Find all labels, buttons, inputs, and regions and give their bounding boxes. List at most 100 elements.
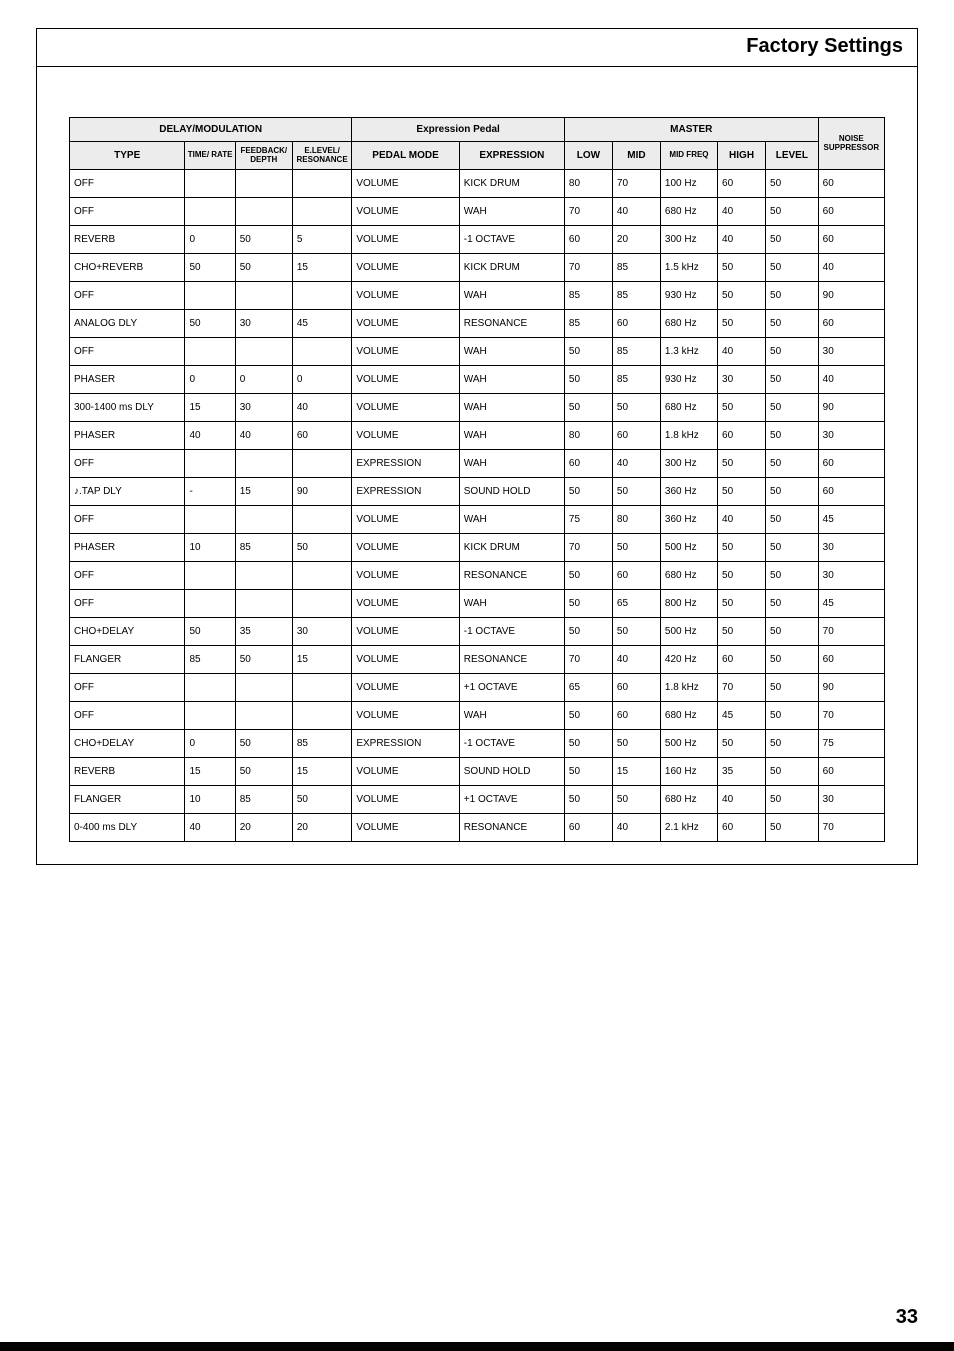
cell-ex: RESONANCE (459, 562, 564, 590)
cell-ns: 60 (818, 450, 884, 478)
cell-type: CHO+DELAY (70, 730, 185, 758)
cell-type: PHASER (70, 534, 185, 562)
cell-mf: 300 Hz (660, 226, 717, 254)
cell-time (185, 674, 235, 702)
settings-table: DELAY/MODULATION Expression Pedal MASTER… (69, 117, 885, 842)
cell-fb (235, 170, 292, 198)
cell-mid: 15 (612, 758, 660, 786)
cell-high: 70 (718, 674, 766, 702)
table-row: 0-400 ms DLY402020VOLUMERESONANCE60402.1… (70, 814, 885, 842)
cell-ns: 60 (818, 226, 884, 254)
cell-lvl: 50 (766, 170, 819, 198)
cell-ns: 75 (818, 730, 884, 758)
table-head: DELAY/MODULATION Expression Pedal MASTER… (70, 118, 885, 170)
cell-low: 50 (564, 478, 612, 506)
cell-ex: SOUND HOLD (459, 478, 564, 506)
cell-el (292, 170, 351, 198)
cell-high: 60 (718, 814, 766, 842)
cell-fb: 50 (235, 254, 292, 282)
cell-low: 80 (564, 422, 612, 450)
cell-ns: 60 (818, 478, 884, 506)
cell-time (185, 506, 235, 534)
cell-mf: 1.5 kHz (660, 254, 717, 282)
cell-lvl: 50 (766, 478, 819, 506)
cell-ex: WAH (459, 282, 564, 310)
cell-el: 15 (292, 646, 351, 674)
cell-time: 15 (185, 758, 235, 786)
cell-mid: 60 (612, 422, 660, 450)
cell-ex: RESONANCE (459, 814, 564, 842)
cell-type: 0-400 ms DLY (70, 814, 185, 842)
cell-low: 50 (564, 702, 612, 730)
cell-fb (235, 674, 292, 702)
cell-ex: WAH (459, 394, 564, 422)
cell-low: 50 (564, 366, 612, 394)
cell-pm: VOLUME (352, 506, 459, 534)
header-band: Factory Settings (37, 29, 917, 67)
cell-mf: 680 Hz (660, 786, 717, 814)
cell-ns: 70 (818, 814, 884, 842)
cell-high: 50 (718, 730, 766, 758)
table-row: CHO+DELAY05085EXPRESSION-1 OCTAVE5050500… (70, 730, 885, 758)
cell-el: 15 (292, 758, 351, 786)
cell-mf: 680 Hz (660, 562, 717, 590)
cell-ex: WAH (459, 422, 564, 450)
cell-low: 80 (564, 170, 612, 198)
col-expression: EXPRESSION (459, 142, 564, 170)
cell-low: 50 (564, 338, 612, 366)
cell-ns: 90 (818, 674, 884, 702)
cell-ex: WAH (459, 338, 564, 366)
cell-type: OFF (70, 282, 185, 310)
cell-mf: 1.8 kHz (660, 674, 717, 702)
table-row: PHASER404060VOLUMEWAH80601.8 kHz605030 (70, 422, 885, 450)
cell-mf: 1.8 kHz (660, 422, 717, 450)
col-mid-freq: MID FREQ (660, 142, 717, 170)
cell-type: OFF (70, 338, 185, 366)
table-row: OFFVOLUMEWAH5065800 Hz505045 (70, 590, 885, 618)
cell-low: 50 (564, 786, 612, 814)
cell-fb (235, 590, 292, 618)
cell-pm: VOLUME (352, 534, 459, 562)
cell-low: 75 (564, 506, 612, 534)
col-type: TYPE (70, 142, 185, 170)
cell-time: 50 (185, 254, 235, 282)
cell-lvl: 50 (766, 534, 819, 562)
cell-mf: 680 Hz (660, 310, 717, 338)
cell-type: OFF (70, 674, 185, 702)
cell-el: 50 (292, 534, 351, 562)
col-elevel-resonance: E.LEVEL/ RESONANCE (292, 142, 351, 170)
cell-ex: SOUND HOLD (459, 758, 564, 786)
col-time-rate: TIME/ RATE (185, 142, 235, 170)
table-row: OFFVOLUMEWAH50851.3 kHz405030 (70, 338, 885, 366)
table-row: REVERB0505VOLUME-1 OCTAVE6020300 Hz40506… (70, 226, 885, 254)
cell-lvl: 50 (766, 226, 819, 254)
cell-mf: 800 Hz (660, 590, 717, 618)
cell-high: 30 (718, 366, 766, 394)
cell-fb: 50 (235, 730, 292, 758)
cell-pm: VOLUME (352, 562, 459, 590)
cell-ns: 60 (818, 758, 884, 786)
cell-pm: VOLUME (352, 422, 459, 450)
cell-high: 35 (718, 758, 766, 786)
cell-type: PHASER (70, 366, 185, 394)
cell-ex: +1 OCTAVE (459, 674, 564, 702)
cell-type: CHO+DELAY (70, 618, 185, 646)
cell-el: 5 (292, 226, 351, 254)
cell-low: 50 (564, 562, 612, 590)
cell-lvl: 50 (766, 198, 819, 226)
table-row: FLANGER855015VOLUMERESONANCE7040420 Hz60… (70, 646, 885, 674)
section-delay-mod: DELAY/MODULATION (70, 118, 352, 142)
cell-mid: 70 (612, 170, 660, 198)
cell-mf: 500 Hz (660, 534, 717, 562)
cell-high: 40 (718, 226, 766, 254)
cell-mid: 50 (612, 618, 660, 646)
cell-pm: VOLUME (352, 394, 459, 422)
cell-mid: 40 (612, 814, 660, 842)
cell-mid: 85 (612, 254, 660, 282)
cell-time: 50 (185, 310, 235, 338)
cell-mf: 930 Hz (660, 282, 717, 310)
cell-low: 70 (564, 534, 612, 562)
col-low: LOW (564, 142, 612, 170)
cell-el: 90 (292, 478, 351, 506)
cell-type: OFF (70, 170, 185, 198)
